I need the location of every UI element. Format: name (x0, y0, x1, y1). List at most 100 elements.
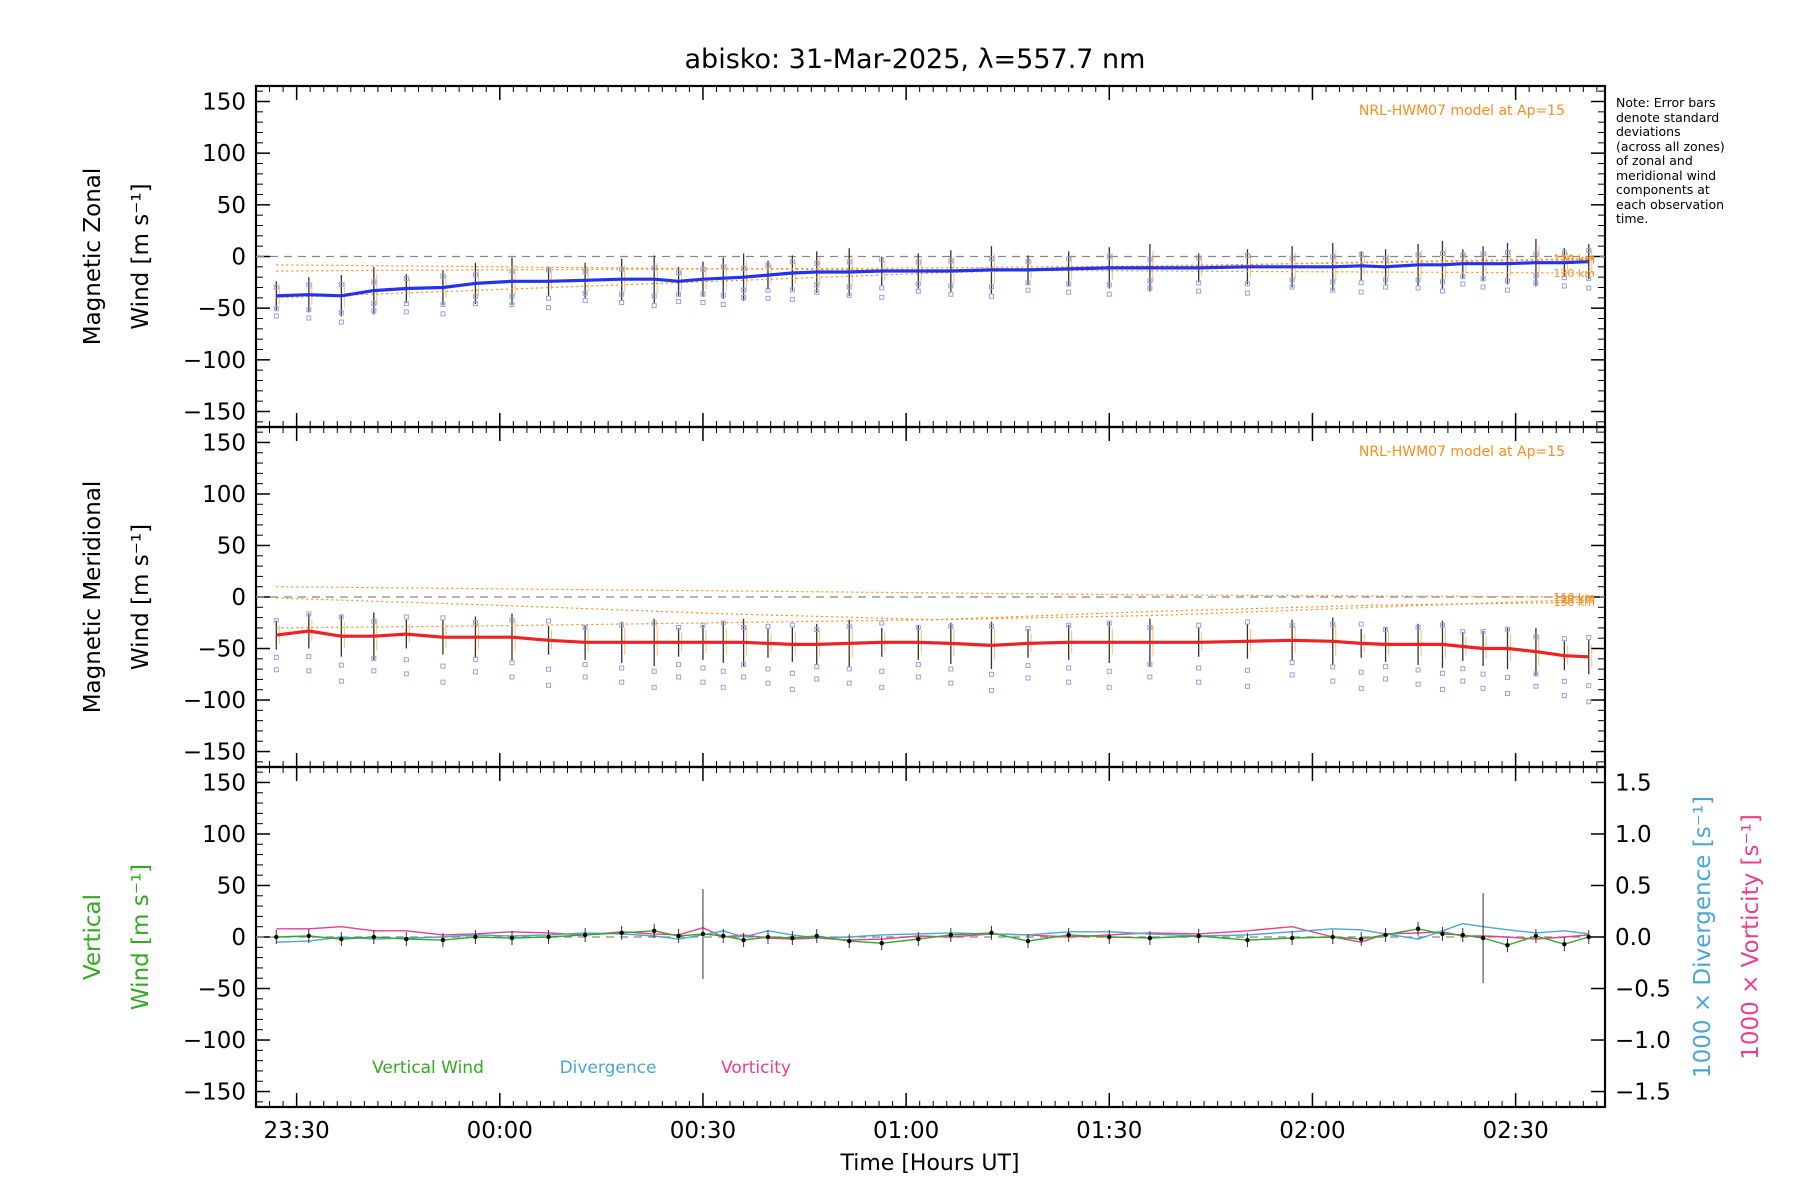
zone-point (700, 266, 706, 272)
zone-point (720, 292, 726, 298)
zone-point (1415, 285, 1421, 291)
zone-point (651, 668, 657, 674)
y2-tick-label: −1.0 (1615, 1028, 1671, 1054)
zone-point (582, 298, 588, 304)
zone-point (1358, 685, 1364, 691)
y-tick-label: −100 (183, 1028, 246, 1054)
zone-point (651, 293, 657, 299)
zone-point (1504, 287, 1510, 293)
zone-point (1504, 674, 1510, 680)
zone-point (948, 283, 954, 289)
vertical-wind-point (790, 935, 795, 941)
zone-point (403, 309, 409, 315)
zone-point (879, 668, 885, 674)
zone-point (1415, 277, 1421, 283)
zone-point (988, 687, 994, 693)
vertical-wind-point (371, 934, 377, 940)
zone-point (1289, 277, 1295, 283)
zone-point (651, 620, 657, 626)
y-tick-label: 0 (231, 245, 246, 271)
zone-point (1383, 627, 1389, 633)
zone-point (1289, 284, 1295, 290)
y-tick-label: −150 (183, 1080, 246, 1106)
error-bar-note: Note: Error bars denote standard deviati… (1616, 95, 1725, 226)
zone-point (948, 623, 954, 629)
zone-point (1504, 278, 1510, 284)
zone-point (1533, 683, 1539, 689)
y-tick-label: 150 (202, 770, 246, 796)
zone-point (765, 680, 771, 686)
zone-point (846, 292, 852, 298)
zone-point (1196, 280, 1202, 286)
zone-point (1066, 256, 1072, 262)
zone-point (403, 657, 409, 663)
y2-tick-label: 0.5 (1615, 873, 1652, 899)
zone-point (1106, 291, 1112, 297)
zone-point (1196, 255, 1202, 261)
vertical-wind-point (916, 936, 921, 942)
y2-tick-label: −0.5 (1615, 977, 1671, 1003)
zone-point (915, 674, 921, 680)
zone-point (1460, 252, 1466, 258)
x-tick-label: 23:30 (263, 1118, 329, 1144)
zone-point (403, 276, 409, 282)
zone-point (371, 308, 377, 314)
vertical-wind-point (339, 936, 344, 942)
zone-point (273, 313, 279, 319)
zone-point (306, 668, 312, 674)
zone-point (676, 299, 682, 305)
zone-point (1439, 686, 1445, 692)
zone-point (1330, 678, 1336, 684)
vertical-wind-point (546, 934, 551, 940)
y-tick-label: −50 (197, 637, 246, 663)
zone-point (338, 319, 344, 325)
zone-point (509, 617, 515, 623)
zone-point (1066, 665, 1072, 671)
zone-point (1533, 251, 1539, 257)
zone-point (1244, 290, 1250, 296)
vertical-wind-point (814, 933, 819, 939)
vertical-wind-point (1245, 937, 1250, 943)
zone-point (988, 284, 994, 290)
zone-point (988, 256, 994, 262)
zone-point (846, 623, 852, 629)
zone-point (1480, 284, 1486, 290)
vertical-wind-point (1480, 935, 1486, 941)
vertical-wind-point (741, 937, 746, 943)
model-altitude-label: 120 km (1553, 593, 1595, 606)
zone-point (306, 611, 312, 617)
zone-point (1244, 683, 1250, 689)
vertical-wind-point (948, 932, 954, 938)
zone-point (472, 272, 478, 278)
y-tick-label: −150 (183, 740, 246, 766)
zone-point (1439, 622, 1445, 628)
zone-point (720, 684, 726, 690)
panels: 150 100 50 0 −50 −100 −150 Magnetic Zonal Wind [… (80, 84, 1764, 1109)
zone-point (1330, 287, 1336, 293)
y2-tick-label: 1.5 (1615, 770, 1652, 796)
zone-point (1383, 284, 1389, 290)
zone-point (1196, 622, 1202, 628)
y-tick-label: 100 (202, 141, 246, 167)
zone-point (948, 258, 954, 264)
panel-2: 150 100 50 0 −50 −100 −150 Magnetic Meridional W… (80, 425, 1607, 769)
zone-point (1504, 691, 1510, 697)
zone-point (879, 684, 885, 690)
y-tick-label: 150 (202, 430, 246, 456)
zone-point (676, 662, 682, 668)
zone-point (1415, 667, 1421, 673)
zone-point (1330, 621, 1336, 627)
zone-point (371, 279, 377, 285)
zone-point (1533, 273, 1539, 279)
zone-point (619, 622, 625, 628)
zone-point (988, 671, 994, 677)
zone-point (472, 619, 478, 625)
zone-point (988, 293, 994, 299)
vertical-wind-point (765, 934, 771, 940)
zone-point (371, 618, 377, 624)
zone-point (582, 290, 588, 296)
zone-point (1147, 662, 1153, 668)
vertical-wind-point (651, 928, 657, 934)
vertical-wind-point (274, 934, 279, 940)
